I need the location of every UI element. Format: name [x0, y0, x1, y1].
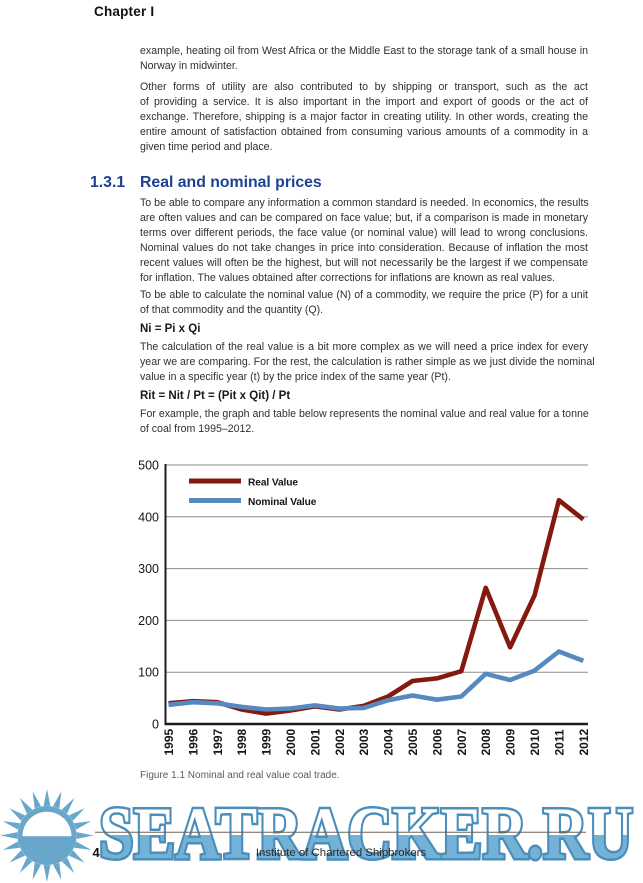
svg-text:500: 500 [138, 459, 159, 473]
svg-text:2008: 2008 [479, 728, 493, 755]
svg-text:2005: 2005 [406, 728, 420, 755]
svg-text:2003: 2003 [357, 728, 371, 755]
svg-text:2009: 2009 [504, 728, 518, 755]
svg-text:0: 0 [152, 718, 159, 732]
svg-text:SEATRACKER.RU: SEATRACKER.RU [99, 793, 633, 875]
svg-text:1999: 1999 [260, 728, 274, 755]
svg-text:2004: 2004 [382, 728, 396, 755]
svg-text:2007: 2007 [455, 728, 469, 755]
svg-text:2006: 2006 [430, 728, 444, 755]
svg-text:2010: 2010 [528, 728, 542, 755]
svg-text:2001: 2001 [308, 728, 322, 755]
svg-text:2011: 2011 [552, 729, 566, 755]
svg-text:SEATRACKER.RU: SEATRACKER.RU [99, 793, 633, 875]
svg-text:100: 100 [138, 666, 159, 680]
svg-text:1997: 1997 [211, 728, 225, 755]
svg-text:200: 200 [138, 614, 159, 628]
svg-text:1995: 1995 [162, 728, 176, 755]
svg-text:Nominal Value: Nominal Value [248, 497, 317, 508]
svg-text:400: 400 [138, 510, 159, 524]
svg-text:2000: 2000 [284, 728, 298, 755]
svg-text:1998: 1998 [235, 728, 249, 755]
svg-text:300: 300 [138, 562, 159, 576]
svg-text:2002: 2002 [333, 728, 347, 755]
svg-text:1996: 1996 [186, 728, 200, 755]
svg-text:2012: 2012 [577, 728, 591, 755]
svg-text:Real Value: Real Value [248, 478, 298, 489]
